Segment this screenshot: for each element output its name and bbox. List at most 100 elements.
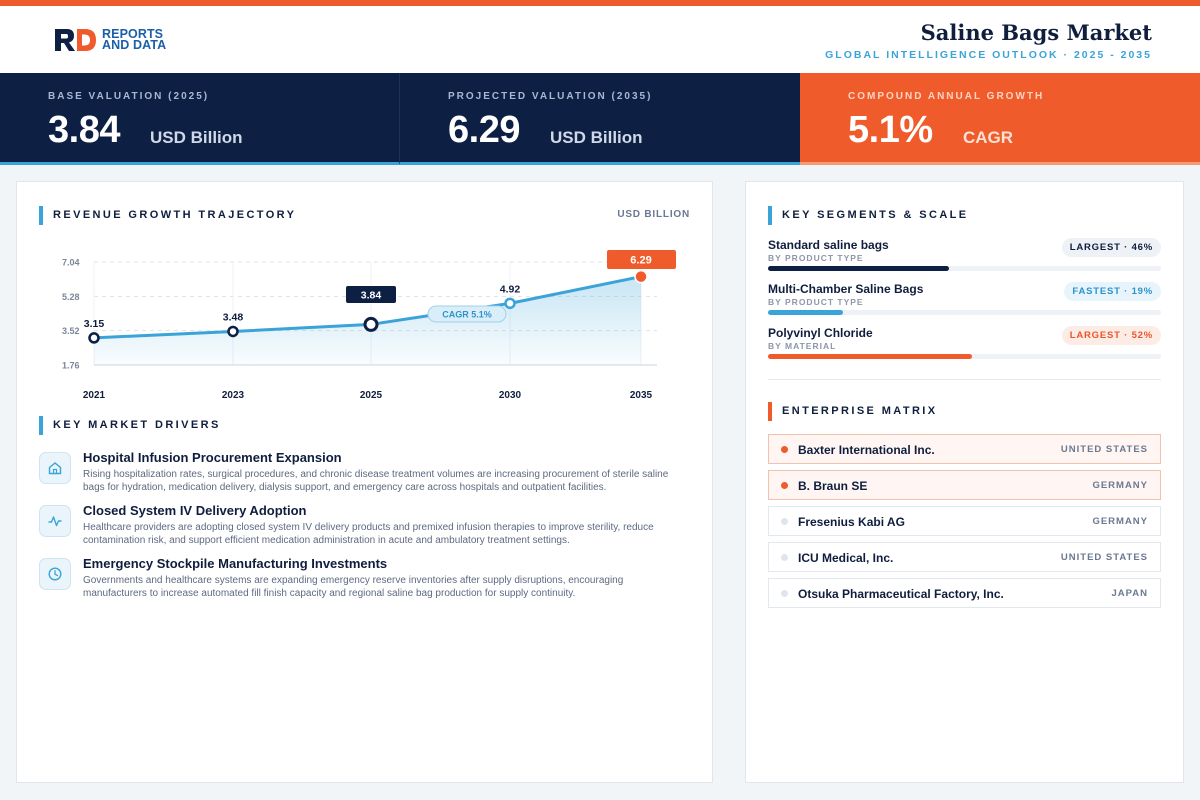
segment-item: Polyvinyl Chloride BY MATERIAL LARGEST ·…: [768, 326, 1161, 370]
segment-share-fill: [768, 310, 843, 315]
segment-item: Standard saline bags BY PRODUCT TYPE LAR…: [768, 238, 1161, 282]
company-dot-icon: [781, 590, 788, 597]
revenue-chart: 1.76 3.52 5.28 7.04 2021 2023 2025 2030 2035 3.15…: [62, 250, 676, 401]
driver-title: Hospital Infusion Procurement Expansion: [83, 450, 342, 465]
company-name: B. Braun SE: [798, 479, 868, 493]
company-country: UNITED STATES: [1060, 444, 1148, 455]
driver-item: Closed System IV Delivery Adoption Healt…: [39, 503, 689, 556]
y-tick-label: 5.28: [62, 292, 80, 302]
section-divider: [768, 379, 1161, 380]
x-tick-label: 2035: [630, 390, 653, 401]
logo-line-1: REPORTS: [102, 27, 164, 41]
company-row[interactable]: Otsuka Pharmaceutical Factory, Inc. JAPA…: [768, 578, 1161, 608]
data-label: 6.29: [630, 255, 651, 267]
kpi-unit: USD Billion: [550, 128, 643, 147]
segment-category: BY PRODUCT TYPE: [768, 253, 864, 263]
rd-logo-icon: [55, 29, 96, 51]
segment-badge: LARGEST · 46%: [1061, 238, 1161, 257]
data-point: [504, 297, 516, 310]
data-point: [88, 332, 100, 344]
company-dot-icon: [781, 482, 788, 489]
base-value-box: [346, 286, 396, 303]
driver-description: Healthcare providers are adopting closed…: [83, 522, 654, 546]
chart-area: [94, 276, 641, 365]
segment-share-fill: [768, 354, 973, 359]
driver-title: Closed System IV Delivery Adoption: [83, 503, 307, 518]
segment-share-track: [768, 354, 1161, 359]
kpi-label: BASE VALUATION (2025): [48, 91, 210, 102]
driver-item: Hospital Infusion Procurement Expansion …: [39, 450, 689, 503]
x-tick-label: 2025: [360, 390, 383, 401]
x-tick-label: 2030: [499, 390, 522, 401]
clock-icon: [39, 558, 71, 590]
company-name: ICU Medical, Inc.: [798, 551, 894, 565]
segment-name: Standard saline bags: [768, 238, 889, 252]
kpi-unit: CAGR: [963, 128, 1014, 147]
company-row[interactable]: B. Braun SE GERMANY: [768, 470, 1161, 500]
kpi-value: 6.29: [448, 109, 520, 151]
kpi-band: BASE VALUATION (2025) 3.84 USD Billion P…: [0, 73, 1200, 165]
company-name: Fresenius Kabi AG: [798, 515, 905, 529]
company-row[interactable]: Fresenius Kabi AG GERMANY: [768, 506, 1161, 536]
company-dot-icon: [781, 554, 788, 561]
data-point: [634, 269, 648, 284]
enterprise-section-title: ENTERPRISE MATRIX: [768, 402, 938, 421]
company-country: GERMANY: [1092, 516, 1148, 527]
pulse-icon: [39, 505, 71, 537]
building-icon: [39, 452, 71, 484]
segment-badge: LARGEST · 52%: [1061, 326, 1161, 345]
company-row[interactable]: ICU Medical, Inc. UNITED STATES: [768, 542, 1161, 572]
driver-title: Emergency Stockpile Manufacturing Invest…: [83, 556, 388, 571]
x-tick-label: 2021: [83, 390, 106, 401]
company-row[interactable]: Baxter International Inc. UNITED STATES: [768, 434, 1161, 464]
top-accent-strip: [0, 0, 1200, 6]
segment-share-track: [768, 310, 1161, 315]
company-country: JAPAN: [1111, 588, 1148, 599]
y-tick-label: 1.76: [62, 361, 80, 371]
drivers-section-title: KEY MARKET DRIVERS: [39, 416, 221, 435]
y-tick-label: 7.04: [62, 258, 80, 268]
company-name: Otsuka Pharmaceutical Factory, Inc.: [798, 587, 1004, 601]
segment-item: Multi-Chamber Saline Bags BY PRODUCT TYP…: [768, 282, 1161, 326]
drivers-list: Hospital Infusion Procurement Expansion …: [39, 450, 689, 609]
segment-share-fill: [768, 266, 949, 271]
company-country: UNITED STATES: [1060, 552, 1148, 563]
kpi-value: 5.1%: [848, 109, 933, 151]
data-point: [363, 316, 379, 332]
logo-wordmark: REPORTS AND DATA: [102, 27, 167, 52]
segment-name: Polyvinyl Chloride: [768, 326, 873, 340]
end-value-box: [607, 250, 676, 269]
right-panel: KEY SEGMENTS & SCALE Standard saline bag…: [745, 181, 1184, 783]
data-label: 3.15: [84, 318, 105, 330]
logo-line-2: AND DATA: [102, 38, 167, 52]
revenue-section-title: REVENUE GROWTH TRAJECTORY: [39, 206, 296, 225]
chart-unit-label: USD BILLION: [617, 209, 690, 220]
kpi-unit: USD Billion: [150, 128, 243, 147]
data-label: 4.92: [500, 283, 521, 295]
enterprise-list: Baxter International Inc. UNITED STATES …: [768, 434, 1161, 614]
segment-category: BY MATERIAL: [768, 341, 837, 351]
cagr-pill: [427, 305, 507, 323]
company-dot-icon: [781, 518, 788, 525]
data-point: [227, 325, 239, 338]
kpi-value: 3.84: [48, 109, 120, 151]
page-header: REPORTS AND DATA Saline Bags Market GLOB…: [0, 6, 1200, 73]
left-panel: REVENUE GROWTH TRAJECTORY USD BILLION 1.…: [16, 181, 713, 783]
segment-name: Multi-Chamber Saline Bags: [768, 282, 924, 296]
driver-description: Rising hospitalization rates, surgical p…: [83, 469, 669, 493]
kpi-base-valuation: BASE VALUATION (2025) 3.84 USD Billion: [0, 73, 400, 165]
driver-item: Emergency Stockpile Manufacturing Invest…: [39, 556, 689, 609]
segment-badge: FASTEST · 19%: [1064, 282, 1161, 301]
kpi-projected-valuation: PROJECTED VALUATION (2035) 6.29 USD Bill…: [400, 73, 800, 165]
x-tick-label: 2023: [222, 390, 245, 401]
data-label: 3.84: [361, 290, 382, 302]
segments-section-title: KEY SEGMENTS & SCALE: [768, 206, 969, 225]
kpi-cagr: COMPOUND ANNUAL GROWTH 5.1% CAGR: [800, 73, 1200, 165]
segment-category: BY PRODUCT TYPE: [768, 297, 864, 307]
reports-and-data-logo[interactable]: REPORTS AND DATA: [54, 28, 166, 52]
cagr-annotation: CAGR 5.1%: [442, 310, 492, 320]
data-label: 3.48: [223, 311, 244, 323]
segment-share-track: [768, 266, 1161, 271]
driver-description: Governments and healthcare systems are e…: [83, 575, 624, 599]
kpi-label: PROJECTED VALUATION (2035): [448, 91, 653, 102]
